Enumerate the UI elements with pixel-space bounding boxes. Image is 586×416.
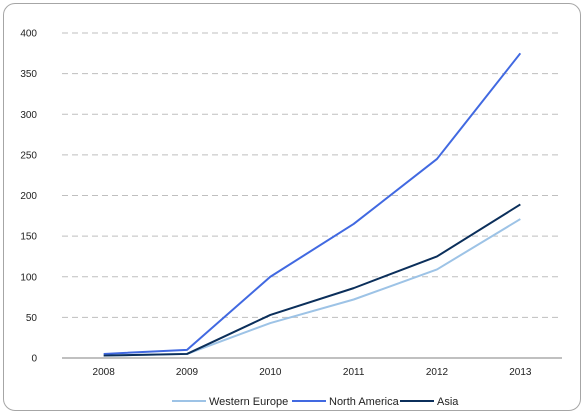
x-axis-tick-labels: 2008 2009 2010 2011 2012 2013 <box>93 367 532 378</box>
x-tick-label: 2009 <box>176 367 199 378</box>
x-tick-label: 2012 <box>426 367 449 378</box>
legend-item-asia: Asia <box>400 396 459 408</box>
legend-item-north-america: North America <box>292 396 400 408</box>
legend-label: North America <box>329 396 400 408</box>
y-tick-label: 250 <box>20 150 37 161</box>
y-tick-label: 400 <box>20 29 37 40</box>
x-tick-label: 2013 <box>509 367 532 378</box>
legend-label: Asia <box>437 396 459 408</box>
y-tick-label: 50 <box>26 313 38 324</box>
y-tick-label: 300 <box>20 110 37 121</box>
series-line-western-europe <box>103 218 521 357</box>
chart-frame <box>3 3 581 411</box>
y-tick-label: 0 <box>31 354 37 365</box>
series-line-north-america <box>103 52 522 355</box>
y-tick-label: 150 <box>20 232 37 243</box>
legend: Western Europe North America Asia <box>172 396 459 408</box>
y-tick-label: 100 <box>20 272 37 283</box>
x-tick-label: 2008 <box>93 367 116 378</box>
series-line-asia <box>103 203 521 357</box>
series-lines <box>103 52 522 357</box>
legend-item-western-europe: Western Europe <box>172 396 288 408</box>
x-tick-label: 2010 <box>259 367 282 378</box>
gridlines <box>62 32 562 318</box>
y-tick-label: 350 <box>20 69 37 80</box>
legend-label: Western Europe <box>209 396 288 408</box>
y-tick-label: 200 <box>20 191 37 202</box>
x-tick-label: 2011 <box>343 367 365 378</box>
y-axis-tick-labels: 0 50 100 150 200 250 300 350 400 <box>20 29 37 365</box>
